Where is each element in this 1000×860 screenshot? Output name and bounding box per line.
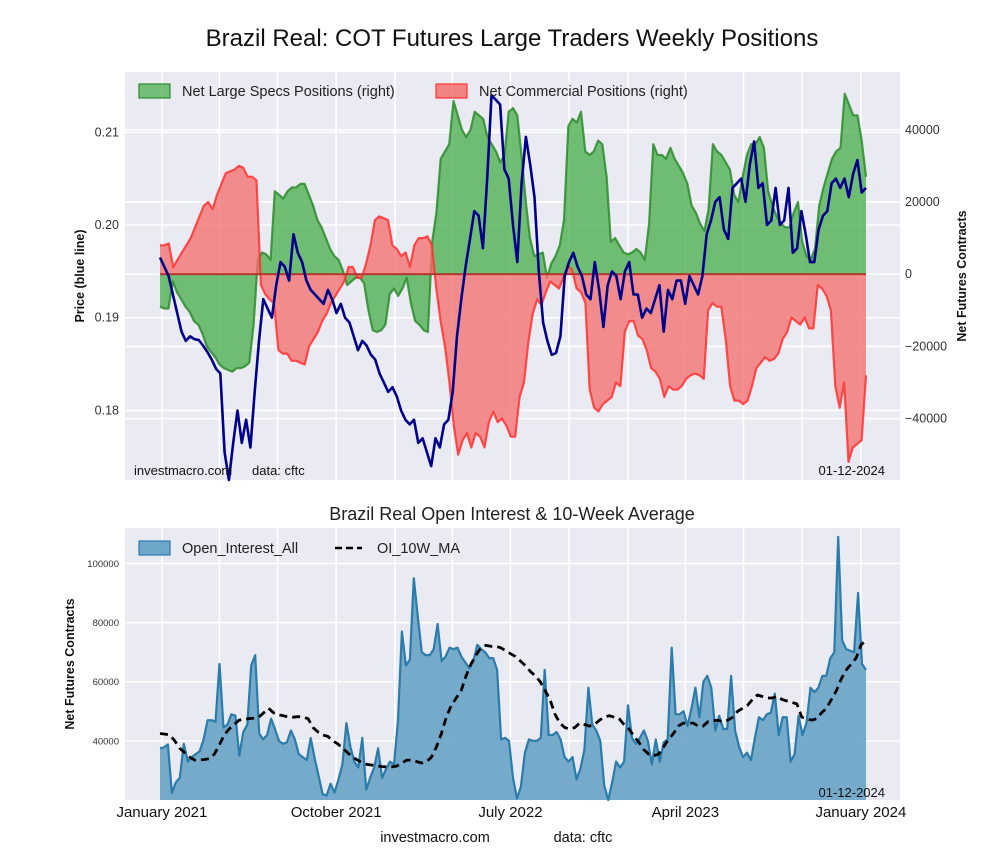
price-line (158, 93, 867, 482)
top-right-tick-label: −40000 (905, 412, 947, 426)
top-left-axis-label: Price (blue line) (73, 229, 87, 322)
main-title: Brazil Real: COT Futures Large Traders W… (206, 25, 819, 52)
top-right-tick-label: −20000 (905, 339, 947, 353)
oi-fill (160, 536, 866, 800)
legend-swatch-oi (138, 540, 171, 556)
bottom-ma-line (159, 639, 867, 769)
bottom-panel: 40000 60000 80000 100000 January 2021 Octobe… (63, 528, 906, 821)
footer-data: data: cftc (554, 830, 613, 846)
bottom-y-tick-label: 80000 (93, 618, 119, 629)
legend-label-oi: Open_Interest_All (182, 541, 298, 557)
bottom-y-ticks: 40000 60000 80000 100000 (87, 559, 119, 747)
x-tick-label: January 2024 (815, 804, 906, 821)
bottom-x-ticks: January 2021 October 2021 July 2022 April 2… (116, 804, 906, 821)
legend-swatch-commercial (435, 83, 468, 99)
footer-site: investmacro.com (380, 830, 490, 846)
x-tick-label: October 2021 (291, 804, 382, 821)
top-right-tick-label: 40000 (905, 123, 940, 137)
top-right-axis-label: Net Futures Contracts (955, 210, 969, 341)
ma-line (159, 639, 867, 769)
commercial-fill (160, 165, 866, 462)
bottom-legend: Open_Interest_All OI_10W_MA (138, 540, 460, 557)
bottom-y-tick-label: 40000 (93, 736, 119, 747)
legend-label-commercial: Net Commercial Positions (right) (479, 84, 688, 100)
top-price-line (158, 93, 867, 482)
watermark-site: investmacro.com (134, 463, 232, 478)
legend-swatch-specs (138, 83, 171, 99)
x-tick-label: April 2023 (652, 804, 720, 821)
watermark-data: data: cftc (252, 463, 305, 478)
bottom-title: Brazil Real Open Interest & 10-Week Aver… (329, 504, 695, 524)
bottom-date-stamp: 01-12-2024 (819, 785, 886, 800)
top-right-tick-label: 0 (905, 267, 912, 281)
specs-line (159, 92, 868, 373)
top-legend: Net Large Specs Positions (right) Net Co… (138, 83, 688, 100)
top-left-ticks: 0.18 0.19 0.20 0.21 (95, 125, 119, 417)
bottom-y-tick-label: 100000 (87, 559, 119, 570)
commercial-line (160, 164, 868, 463)
x-tick-label: January 2021 (116, 804, 207, 821)
x-tick-label: July 2022 (478, 804, 542, 821)
top-left-tick-label: 0.21 (95, 125, 119, 139)
bottom-y-axis-label: Net Futures Contracts (63, 598, 77, 729)
bottom-oi-area (159, 535, 867, 802)
top-left-tick-label: 0.20 (95, 218, 119, 232)
legend-label-ma: OI_10W_MA (377, 541, 460, 557)
top-date-stamp: 01-12-2024 (819, 463, 886, 478)
oi-line (159, 535, 867, 802)
top-left-tick-label: 0.18 (95, 403, 119, 417)
top-panel: 0.18 0.19 0.20 0.21 −40000 −20000 0 20000 40000… (73, 72, 969, 482)
top-right-tick-label: 20000 (905, 195, 940, 209)
top-right-ticks: −40000 −20000 0 20000 40000 (905, 123, 947, 426)
legend-label-specs: Net Large Specs Positions (right) (182, 84, 395, 100)
bottom-y-tick-label: 60000 (93, 677, 119, 688)
top-left-tick-label: 0.19 (95, 311, 119, 325)
